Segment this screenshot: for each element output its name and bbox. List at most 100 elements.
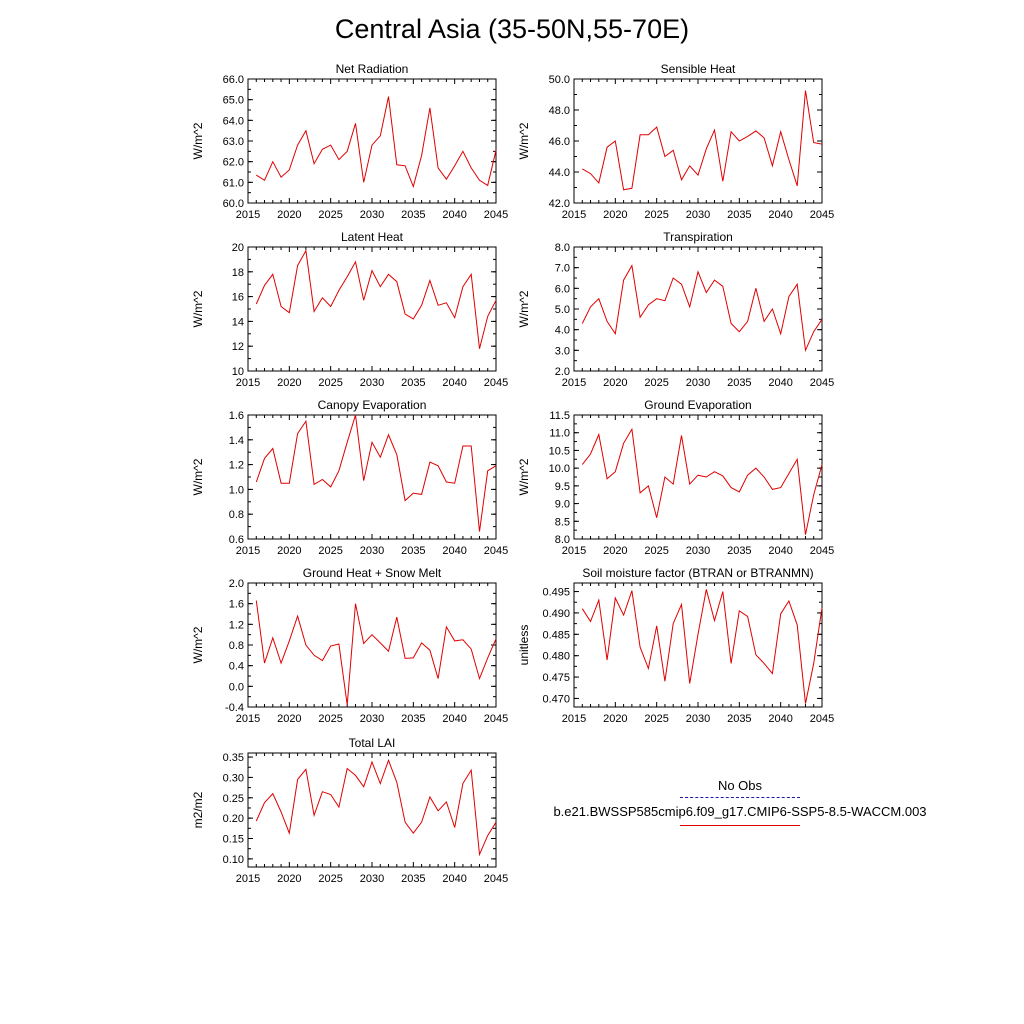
- chart-panel-1: Sensible Heat W/m^2 2015 2020 2025 2030 2035 20…: [517, 62, 834, 221]
- x-tick-label: 2040: [442, 377, 466, 389]
- x-tick-label: 2045: [810, 713, 834, 725]
- x-tick-label: 2040: [442, 545, 466, 557]
- x-tick-label: 2040: [442, 873, 466, 885]
- series-line: [581, 264, 823, 353]
- x-tick-label: 2035: [401, 377, 425, 389]
- series-line: [255, 758, 497, 857]
- y-tick-label: 9.5: [555, 481, 570, 493]
- x-tick-label: 2015: [562, 545, 586, 557]
- x-tick-label: 2025: [318, 545, 342, 557]
- panel-title: Ground Evaporation: [644, 398, 751, 412]
- x-tick-label: 2035: [727, 545, 751, 557]
- x-tick-label: 2045: [484, 545, 508, 557]
- y-axis-label: W/m^2: [517, 458, 531, 495]
- y-tick-label: 0.10: [223, 854, 244, 866]
- y-axis-label: W/m^2: [191, 290, 205, 327]
- series-line: [581, 427, 823, 535]
- y-axis-label: W/m^2: [517, 290, 531, 327]
- y-tick-label: 44.0: [549, 167, 570, 179]
- plot-frame: [573, 246, 823, 372]
- y-tick-label: 10: [232, 366, 244, 378]
- x-tick-label: 2030: [360, 377, 384, 389]
- plot-frame: [573, 582, 823, 708]
- chart-panel-2: Latent Heat W/m^2 2015 2020 2025 2030 2035 2040…: [191, 230, 508, 389]
- series-line: [255, 414, 497, 532]
- x-tick-label: 2035: [727, 209, 751, 221]
- y-tick-label: 16: [232, 292, 244, 304]
- x-tick-label: 2015: [236, 873, 260, 885]
- plot-frame: [573, 78, 823, 204]
- y-axis-label: W/m^2: [191, 122, 205, 159]
- y-tick-label: 0.8: [229, 640, 244, 652]
- panel-title: Ground Heat + Snow Melt: [303, 566, 442, 580]
- y-tick-label: 18: [232, 267, 244, 279]
- x-tick-label: 2030: [686, 209, 710, 221]
- x-tick-label: 2045: [484, 713, 508, 725]
- legend-title: No Obs: [717, 778, 763, 793]
- x-tick-label: 2015: [562, 377, 586, 389]
- y-axis-label: W/m^2: [517, 122, 531, 159]
- chart-panel-4: Canopy Evaporation W/m^2 2015 2020 2025 2030 2…: [191, 398, 508, 557]
- y-tick-label: 2.0: [555, 366, 570, 378]
- x-tick-label: 2035: [401, 209, 425, 221]
- y-tick-label: 11.0: [549, 428, 570, 440]
- panel-title: Total LAI: [349, 736, 396, 750]
- y-tick-label: 8.0: [555, 534, 570, 546]
- y-tick-label: 42.0: [549, 198, 570, 210]
- legend-obs-line: [680, 797, 800, 798]
- x-tick-label: 2020: [603, 377, 627, 389]
- x-tick-label: 2045: [810, 377, 834, 389]
- x-tick-label: 2045: [810, 209, 834, 221]
- panel-title: Net Radiation: [336, 62, 409, 76]
- y-tick-label: 65.0: [223, 95, 244, 107]
- x-tick-label: 2020: [277, 873, 301, 885]
- x-tick-label: 2015: [236, 713, 260, 725]
- legend: No Obs b.e21.BWSSP585cmip6.f09_g17.CMIP6…: [520, 778, 960, 826]
- x-tick-label: 2020: [603, 713, 627, 725]
- x-tick-label: 2025: [644, 377, 668, 389]
- y-tick-label: 11.5: [549, 410, 570, 422]
- x-tick-label: 2035: [727, 713, 751, 725]
- y-tick-label: 1.0: [229, 484, 244, 496]
- x-tick-label: 2025: [644, 545, 668, 557]
- x-tick-label: 2045: [484, 377, 508, 389]
- y-tick-label: 63.0: [223, 136, 244, 148]
- y-tick-label: 0.485: [542, 629, 570, 641]
- x-tick-label: 2015: [236, 377, 260, 389]
- x-tick-label: 2020: [277, 545, 301, 557]
- y-tick-label: 9.0: [555, 499, 570, 511]
- y-tick-label: 10.5: [549, 445, 570, 457]
- plot-frame: [247, 78, 497, 204]
- chart-panel-0: Net Radiation W/m^2 2015 2020 2025 2030 2035 20…: [191, 62, 508, 221]
- panel-title: Soil moisture factor (BTRAN or BTRANMN): [582, 566, 813, 580]
- x-tick-label: 2040: [442, 713, 466, 725]
- x-tick-label: 2020: [277, 377, 301, 389]
- series-line: [581, 589, 823, 704]
- y-tick-label: 50.0: [549, 74, 570, 86]
- y-tick-label: 61.0: [223, 177, 244, 189]
- x-tick-label: 2040: [768, 377, 792, 389]
- x-tick-label: 2045: [810, 545, 834, 557]
- x-tick-label: 2030: [686, 713, 710, 725]
- x-tick-label: 2015: [236, 545, 260, 557]
- y-tick-label: 7.0: [555, 263, 570, 275]
- y-axis-label: unitless: [517, 625, 531, 666]
- x-tick-label: 2020: [277, 209, 301, 221]
- y-tick-label: 0.4: [229, 661, 244, 673]
- x-tick-label: 2045: [484, 873, 508, 885]
- y-tick-label: 1.4: [229, 435, 244, 447]
- plot-frame: [247, 752, 497, 868]
- y-tick-label: 8.0: [555, 242, 570, 254]
- y-tick-label: 62.0: [223, 157, 244, 169]
- y-tick-label: 1.2: [229, 619, 244, 631]
- x-tick-label: 2040: [768, 713, 792, 725]
- y-tick-label: 60.0: [223, 198, 244, 210]
- panel-title: Latent Heat: [341, 230, 404, 244]
- y-tick-label: 0.35: [223, 752, 244, 764]
- y-tick-label: 66.0: [223, 74, 244, 86]
- y-tick-label: 0.20: [223, 813, 244, 825]
- y-tick-label: 0.30: [223, 772, 244, 784]
- y-tick-label: 10.0: [549, 463, 570, 475]
- y-tick-label: 0.470: [542, 693, 570, 705]
